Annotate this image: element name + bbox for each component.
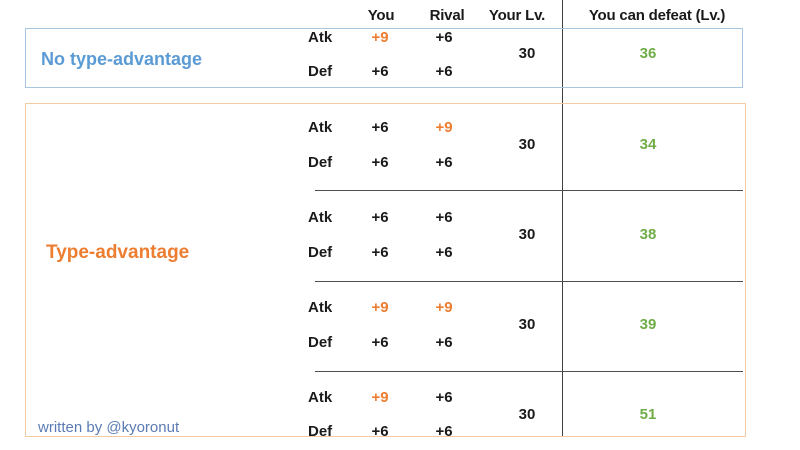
rival-atk-value: +6	[435, 209, 453, 226]
level-row: 30 38	[0, 225, 800, 245]
defeat-lv-value: 38	[639, 226, 657, 243]
you-atk-value: +9	[371, 29, 389, 46]
def-label: Def	[308, 154, 333, 171]
group-separator-line	[315, 371, 743, 372]
def-row: Def +6 +6	[0, 333, 800, 353]
you-def-value: +6	[371, 244, 389, 261]
level-row: 30 34	[0, 135, 800, 155]
def-row: Def +6 +6	[0, 243, 800, 263]
no-type-advantage-label: No type-advantage	[41, 49, 203, 69]
rival-atk-value: +9	[435, 299, 453, 316]
def-label: Def	[308, 63, 333, 80]
you-def-value: +6	[371, 334, 389, 351]
rival-atk-value: +6	[435, 29, 453, 46]
you-def-value: +6	[371, 63, 389, 80]
def-row: Def +6 +6	[0, 62, 800, 82]
defeat-lv-value: 36	[639, 45, 657, 62]
rival-def-value: +6	[435, 154, 453, 171]
rival-atk-value: +9	[435, 119, 453, 136]
atk-label: Atk	[308, 299, 333, 316]
level-row: 30 36	[0, 44, 800, 64]
atk-label: Atk	[308, 389, 333, 406]
atk-row: Atk +9 +9	[0, 298, 800, 318]
credit-text: written by @kyoronut	[38, 419, 180, 436]
result-column-divider-line	[562, 0, 563, 437]
you-atk-value: +9	[371, 299, 389, 316]
rival-def-value: +6	[435, 423, 453, 440]
no-type-advantage-box: No type-advantage	[25, 28, 743, 88]
defeat-lv-value: 39	[639, 316, 657, 333]
rival-def-value: +6	[435, 63, 453, 80]
atk-row: Atk +6 +9	[0, 118, 800, 138]
atk-label: Atk	[308, 209, 333, 226]
def-row: Def +6 +6	[0, 153, 800, 173]
you-atk-value: +9	[371, 389, 389, 406]
atk-label: Atk	[308, 29, 333, 46]
header-you: You	[367, 7, 395, 24]
group-separator-line	[315, 281, 743, 282]
def-row: Def +6 +6	[0, 422, 800, 442]
you-def-value: +6	[371, 423, 389, 440]
type-advantage-box: Type-advantage	[25, 103, 746, 437]
header-rival: Rival	[429, 7, 465, 24]
you-atk-value: +6	[371, 209, 389, 226]
defeat-lv-value: 34	[639, 136, 657, 153]
your-lv-value: 30	[518, 406, 536, 423]
your-lv-value: 30	[518, 226, 536, 243]
level-row: 30 51	[0, 405, 800, 425]
level-row: 30 39	[0, 315, 800, 335]
header-your-lv: Your Lv.	[488, 7, 546, 24]
type-advantage-label: Type-advantage	[46, 242, 190, 263]
rival-def-value: +6	[435, 334, 453, 351]
def-label: Def	[308, 334, 333, 351]
header-you-can-defeat: You can defeat (Lv.)	[588, 7, 726, 24]
def-label: Def	[308, 423, 333, 440]
your-lv-value: 30	[518, 136, 536, 153]
rival-def-value: +6	[435, 244, 453, 261]
your-lv-value: 30	[518, 316, 536, 333]
atk-label: Atk	[308, 119, 333, 136]
group-separator-line	[315, 190, 743, 191]
atk-row: Atk +9 +6	[0, 28, 800, 48]
you-def-value: +6	[371, 154, 389, 171]
def-label: Def	[308, 244, 333, 261]
you-atk-value: +6	[371, 119, 389, 136]
your-lv-value: 30	[518, 45, 536, 62]
atk-row: Atk +9 +6	[0, 388, 800, 408]
atk-row: Atk +6 +6	[0, 208, 800, 228]
rival-atk-value: +6	[435, 389, 453, 406]
defeat-lv-value: 51	[639, 406, 657, 423]
